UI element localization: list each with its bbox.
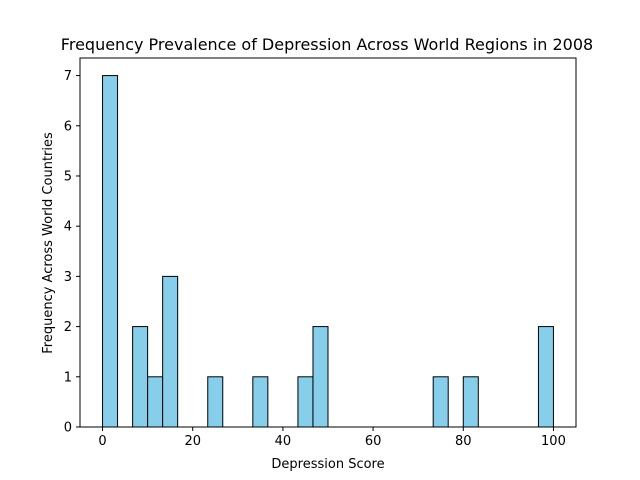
histogram-bar-7 <box>312 326 329 428</box>
y-tick-label: 2 <box>64 320 72 335</box>
histogram-bar-1 <box>132 326 149 428</box>
x-tick-label: 100 <box>541 434 566 449</box>
y-tick-label: 6 <box>64 119 72 134</box>
y-axis-ticks: 0 1 2 3 4 5 6 7 <box>64 69 80 436</box>
x-tick-label: 80 <box>455 434 472 449</box>
y-tick-label: 1 <box>64 370 72 385</box>
histogram-bar-10 <box>537 326 554 428</box>
x-tick-label: 20 <box>184 434 201 449</box>
chart-title: Frequency Prevalence of Depression Acros… <box>61 35 593 54</box>
bars-group <box>102 75 554 428</box>
x-tick-label: 0 <box>98 434 106 449</box>
histogram-bar-0 <box>102 75 119 428</box>
histogram-bar-3 <box>162 275 179 428</box>
x-tick-label: 60 <box>365 434 382 449</box>
y-tick-label: 4 <box>64 220 72 235</box>
histogram-bar-8 <box>432 376 449 428</box>
histogram-bar-4 <box>207 376 224 428</box>
y-axis-label: Frequency Across World Countries <box>41 132 56 354</box>
y-tick-label: 3 <box>64 270 72 285</box>
y-tick-label: 5 <box>64 169 72 184</box>
x-axis-ticks: 0 20 40 60 80 100 <box>98 427 566 449</box>
histogram-bar-2 <box>147 376 164 428</box>
plot-frame <box>79 57 577 428</box>
x-tick-label: 40 <box>275 434 292 449</box>
histogram-bar-6 <box>297 376 314 428</box>
x-axis-label: Depression Score <box>271 457 384 472</box>
histogram-bar-5 <box>252 376 269 428</box>
y-tick-label: 7 <box>64 69 72 84</box>
y-tick-label: 0 <box>64 421 72 436</box>
histogram-bar-9 <box>462 376 479 428</box>
